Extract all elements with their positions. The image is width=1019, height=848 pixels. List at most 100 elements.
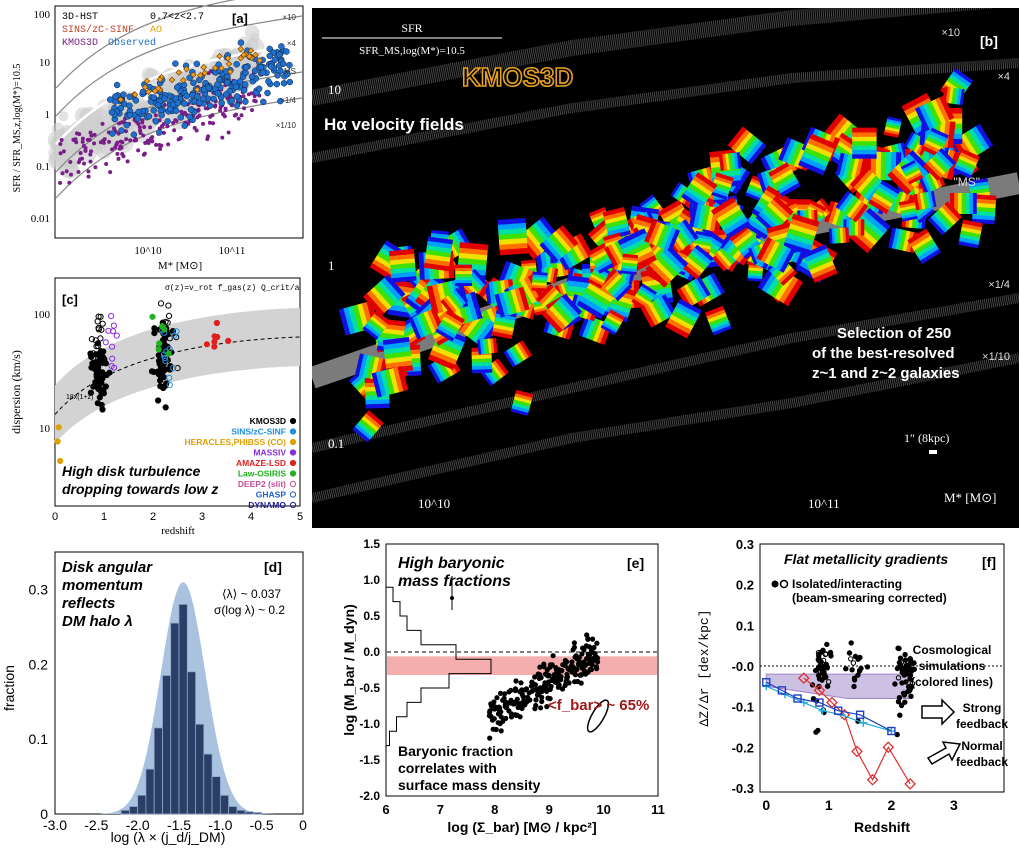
velocity-strip <box>718 208 744 227</box>
velocity-strip <box>634 293 651 306</box>
velocity-strip <box>640 196 657 210</box>
velocity-strip <box>874 189 895 205</box>
dispersion-point <box>155 397 162 404</box>
velocity-strip <box>782 138 796 163</box>
velocity-strip <box>612 281 630 299</box>
velocity-strip <box>911 135 923 152</box>
baryonic-point <box>539 698 545 705</box>
y-tick: 0.3 <box>736 537 754 552</box>
velocity-field <box>798 133 837 176</box>
baryonic-point <box>591 655 597 662</box>
velocity-strip <box>740 137 760 159</box>
baryonic-point <box>580 645 586 651</box>
velocity-strip <box>466 314 488 340</box>
velocity-strip <box>370 315 387 330</box>
massive-point <box>119 145 124 150</box>
x-tick: 3 <box>950 797 958 813</box>
massive-point <box>100 121 105 126</box>
panel-b-label: [b] <box>980 33 998 49</box>
panel-f-strong-arrow-icon <box>921 698 956 726</box>
velocity-strip <box>371 259 396 277</box>
velocity-strip <box>919 248 941 265</box>
massive-point <box>69 172 74 177</box>
velocity-strip <box>479 369 494 387</box>
panel-b-scale-bar <box>929 450 937 454</box>
velocity-strip <box>632 296 650 309</box>
panel-f-frame <box>759 543 1005 793</box>
velocity-strip <box>607 244 622 265</box>
velocity-strip <box>631 205 660 215</box>
massive-point <box>159 143 164 148</box>
simulation-marker <box>826 696 838 709</box>
velocity-strip <box>418 252 426 280</box>
velocity-strip <box>924 139 944 152</box>
velocity-strip <box>933 211 952 231</box>
massive-point <box>222 114 227 119</box>
kmos-point <box>108 109 116 116</box>
kmos-point <box>284 70 291 78</box>
gradient-point <box>846 650 853 656</box>
velocity-strip <box>362 293 385 317</box>
velocity-strip <box>927 191 934 208</box>
panel-a-chart: 3D-HST 0.7<z<2.7 SINS/zC-SINF AO KMOS3D … <box>12 0 304 272</box>
velocity-strip <box>744 222 768 240</box>
sins-point <box>180 76 187 84</box>
kmos-point <box>126 102 133 109</box>
velocity-strip <box>790 218 819 232</box>
velocity-strip <box>614 283 633 302</box>
velocity-strip <box>947 121 956 149</box>
y-tick: 0.2 <box>736 578 754 593</box>
baryonic-point <box>562 662 568 669</box>
panel-e-chart: High baryonic mass fractions [e] <f_bar>… <box>341 537 665 835</box>
baryonic-point <box>525 697 532 703</box>
histogram-bar <box>186 671 197 815</box>
gradient-point <box>848 640 854 646</box>
velocity-strip <box>609 309 625 321</box>
velocity-strip <box>865 207 891 231</box>
gradient-point <box>822 674 828 681</box>
baryonic-point <box>552 679 558 685</box>
dispersion-point <box>96 358 103 365</box>
dispersion-point <box>54 438 61 445</box>
velocity-strip <box>931 99 947 124</box>
kmos-point <box>150 107 157 114</box>
baryonic-point <box>547 696 553 702</box>
velocity-strip <box>643 303 659 326</box>
velocity-strip <box>905 169 921 180</box>
velocity-strip <box>423 311 437 334</box>
baryonic-point <box>513 678 519 684</box>
massive-point <box>195 115 200 120</box>
massive-point <box>88 152 93 157</box>
velocity-strip <box>665 322 690 339</box>
velocity-strip <box>852 127 877 133</box>
velocity-strip <box>430 362 445 382</box>
velocity-strip <box>426 285 439 315</box>
kmos-point <box>186 74 193 81</box>
gradient-point <box>819 677 825 683</box>
velocity-strip <box>347 305 361 334</box>
velocity-strip <box>713 252 730 270</box>
sins-point <box>240 51 247 59</box>
velocity-strip <box>862 178 883 199</box>
massive-point <box>112 126 117 131</box>
y-tick: 0 <box>40 806 48 822</box>
velocity-strip <box>723 216 749 235</box>
massive-point <box>201 121 206 126</box>
panel-f-legend-1: Isolated/interacting <box>792 577 902 591</box>
velocity-strip <box>661 294 677 316</box>
simulation-marker <box>866 773 879 786</box>
gradient-point <box>897 655 904 661</box>
velocity-strip <box>588 276 604 287</box>
velocity-strip <box>809 133 837 149</box>
baryonic-point <box>533 702 539 709</box>
velocity-field <box>768 162 801 197</box>
kmos-point <box>112 93 119 100</box>
massive-point <box>125 159 130 164</box>
baryonic-point <box>497 705 503 711</box>
baryonic-point <box>490 726 496 732</box>
velocity-field <box>362 310 391 340</box>
panel-b-line-label: "MS" <box>953 175 980 189</box>
velocity-strip <box>878 183 899 198</box>
dispersion-point <box>165 350 172 357</box>
baryonic-point <box>537 664 543 670</box>
